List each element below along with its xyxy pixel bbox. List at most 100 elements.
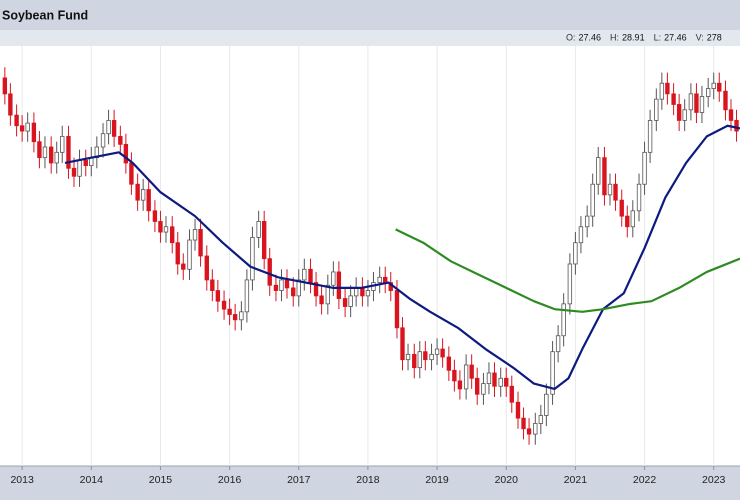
candle-body [711, 82, 716, 89]
candle-body [619, 199, 624, 217]
candle-body [284, 279, 290, 289]
candle-body [244, 279, 250, 313]
x-tick-label: 2015 [149, 474, 173, 486]
candle-body [671, 93, 676, 105]
candle-body [400, 327, 405, 361]
candle-body [267, 258, 272, 286]
moving-averages [64, 124, 740, 391]
header-label: V: [696, 32, 704, 42]
header-value: 278 [707, 32, 722, 42]
candle-body [319, 295, 324, 305]
candle-body [412, 353, 417, 369]
header-label: H: [610, 32, 619, 42]
x-tick-label: 2020 [495, 474, 519, 486]
candle-body [170, 226, 175, 244]
candle-body [250, 236, 255, 281]
candle-body [152, 210, 158, 222]
candle-body [423, 351, 428, 361]
candle-body [77, 159, 82, 177]
candle-body [515, 401, 521, 419]
chart-title: Soybean Fund [2, 8, 88, 22]
x-tick-label: 2021 [564, 474, 588, 486]
candle-body [291, 287, 296, 297]
candle-body [475, 377, 480, 395]
candle-body [578, 226, 584, 244]
candles [2, 67, 739, 445]
candle-body [83, 159, 88, 167]
candle-body [308, 268, 313, 283]
info-bar [0, 30, 740, 46]
candle-body [331, 271, 336, 286]
header-value: 27.46 [579, 32, 602, 42]
x-tick-label: 2016 [218, 474, 242, 486]
candle-body [262, 221, 267, 260]
moving-average-line [395, 228, 740, 313]
candle-body [54, 151, 59, 164]
candle-body [625, 215, 630, 228]
candle-body [469, 364, 474, 379]
candle-body [14, 114, 19, 127]
candle-body [377, 276, 382, 283]
candle-body [118, 135, 123, 145]
candle-body [452, 369, 457, 382]
candle-body [383, 276, 388, 283]
candle-body [8, 93, 13, 116]
candle-body [192, 229, 198, 241]
header-label: O: [566, 32, 576, 42]
candle-body [659, 82, 665, 100]
candle-body [706, 88, 711, 97]
candle-body [106, 120, 111, 135]
candle-body [123, 143, 129, 164]
candle-body [596, 157, 601, 185]
candle-body [336, 271, 342, 299]
candle-body [325, 284, 330, 305]
x-tick-label: 2022 [633, 474, 657, 486]
candle-body [111, 120, 117, 137]
candle-body [434, 348, 440, 355]
candle-body [440, 348, 445, 358]
candle-body [42, 146, 48, 159]
candle-body [481, 383, 486, 395]
candle-body [405, 353, 411, 361]
candle-body [734, 120, 739, 132]
candle-body [486, 372, 492, 384]
candle-body [210, 279, 215, 291]
candle-body [636, 183, 642, 212]
candle-body [538, 415, 544, 424]
candle-body [279, 279, 284, 291]
candle-body [457, 380, 463, 390]
candle-body [204, 255, 209, 281]
candle-body [642, 151, 647, 185]
candle-body [521, 417, 526, 430]
header-value: 27.46 [664, 32, 687, 42]
candle-body [590, 183, 595, 217]
x-tick-label: 2019 [425, 474, 449, 486]
candle-body [198, 229, 203, 257]
candle-body [353, 287, 359, 297]
candle-body [215, 290, 221, 302]
candle-body [446, 356, 452, 371]
candle-body [607, 183, 613, 196]
candle-body [100, 133, 106, 148]
candle-body [613, 183, 618, 201]
candle-body [232, 314, 238, 321]
candle-body [175, 242, 180, 265]
candle-body [19, 125, 25, 132]
x-axis: 2013 2014 2015 2016 2017 2018 2019 2020 2021 2022… [10, 466, 726, 486]
candle-body [630, 210, 635, 228]
candle-body [227, 308, 232, 315]
candle-body [567, 263, 573, 305]
candle-body [158, 221, 163, 233]
candle-body [60, 135, 65, 153]
candle-body [417, 351, 422, 369]
candle-body [550, 351, 555, 395]
candle-body [561, 303, 566, 337]
candle-body [296, 279, 301, 297]
candle-body [342, 298, 348, 307]
candle-body [129, 162, 134, 185]
candle-body [602, 157, 607, 196]
candle-body [48, 146, 54, 164]
candle-body [66, 135, 71, 169]
candle-body [348, 295, 353, 307]
candle-body [221, 300, 227, 310]
